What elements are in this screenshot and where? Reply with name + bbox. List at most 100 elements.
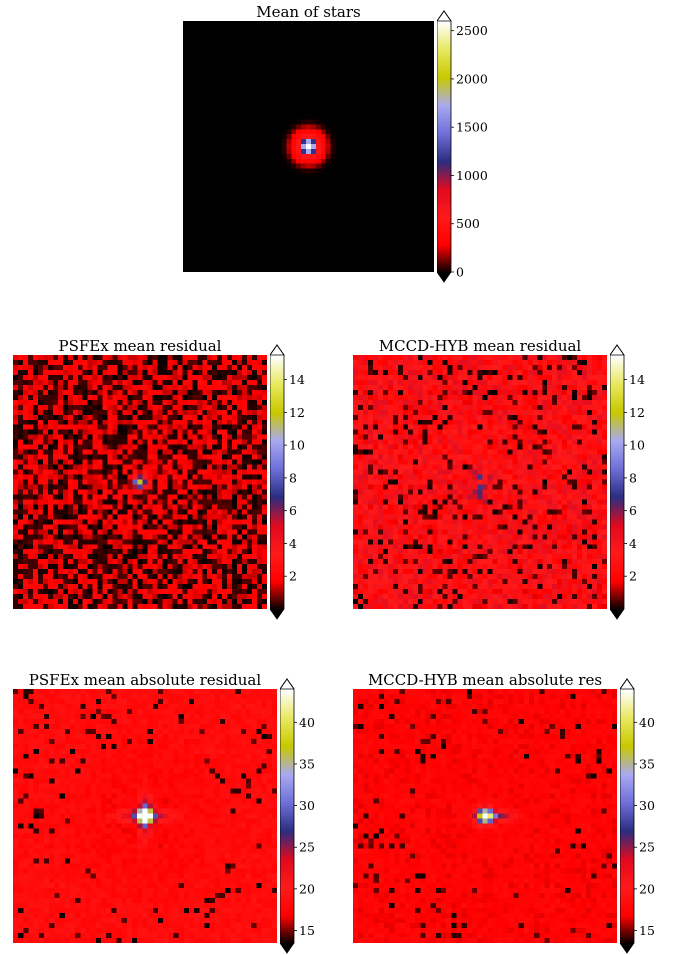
heatmap-cell bbox=[400, 105, 406, 111]
heatmap-cell bbox=[252, 228, 258, 234]
heatmap-cell bbox=[53, 355, 59, 361]
heatmap-cell bbox=[203, 46, 209, 52]
heatmap-cell bbox=[213, 188, 219, 194]
heatmap-cell bbox=[88, 385, 94, 391]
heatmap-cell bbox=[267, 257, 273, 263]
heatmap-cell bbox=[355, 124, 361, 130]
heatmap-cell bbox=[193, 80, 199, 86]
heatmap-cell bbox=[286, 55, 292, 61]
heatmap-cell bbox=[212, 420, 218, 426]
heatmap-cell bbox=[267, 208, 273, 214]
heatmap-cell bbox=[404, 70, 410, 76]
heatmap-cell bbox=[232, 129, 238, 135]
heatmap-cell bbox=[202, 554, 208, 560]
heatmap-cell bbox=[306, 119, 312, 125]
heatmap-cell bbox=[370, 119, 376, 125]
heatmap-cell bbox=[404, 110, 410, 116]
heatmap-cell bbox=[182, 564, 188, 570]
heatmap-cell bbox=[68, 539, 74, 545]
heatmap-cell bbox=[138, 504, 144, 510]
heatmap-cell bbox=[58, 504, 64, 510]
heatmap-cell bbox=[53, 480, 59, 486]
heatmap-cell bbox=[172, 539, 178, 545]
heatmap-cell bbox=[257, 470, 263, 476]
heatmap-cell bbox=[147, 489, 153, 495]
heatmap-cell bbox=[252, 455, 258, 461]
heatmap-cell bbox=[53, 445, 59, 451]
heatmap-cell bbox=[128, 544, 134, 550]
heatmap-cell bbox=[193, 198, 199, 204]
heatmap-cell bbox=[48, 360, 54, 366]
heatmap-cell bbox=[400, 100, 406, 106]
heatmap-cell bbox=[167, 475, 173, 481]
heatmap-cell bbox=[128, 405, 134, 411]
heatmap-cell bbox=[400, 242, 406, 248]
heatmap-cell bbox=[183, 262, 189, 268]
heatmap-cell bbox=[222, 46, 228, 52]
heatmap-cell bbox=[197, 494, 203, 500]
heatmap-cell bbox=[177, 470, 183, 476]
heatmap-cell bbox=[28, 504, 34, 510]
heatmap-cell bbox=[232, 524, 238, 530]
heatmap-cell bbox=[53, 509, 59, 515]
heatmap-cell bbox=[242, 257, 248, 263]
heatmap-cell bbox=[360, 95, 366, 101]
heatmap-cell bbox=[301, 85, 307, 91]
heatmap-cell bbox=[138, 499, 144, 505]
heatmap-cell bbox=[311, 247, 317, 253]
heatmap-cell bbox=[331, 193, 337, 199]
heatmap-cell bbox=[400, 228, 406, 234]
heatmap-cell bbox=[252, 110, 258, 116]
heatmap-cell bbox=[192, 480, 198, 486]
heatmap-cell bbox=[252, 213, 258, 219]
heatmap-cell bbox=[183, 36, 189, 42]
heatmap-cell bbox=[326, 70, 332, 76]
heatmap-cell bbox=[213, 21, 219, 27]
heatmap-cell bbox=[247, 124, 253, 130]
heatmap-cell bbox=[73, 380, 79, 386]
heatmap-cell bbox=[138, 564, 144, 570]
heatmap-cell bbox=[370, 252, 376, 258]
heatmap-cell bbox=[395, 41, 401, 47]
heatmap-cell bbox=[237, 380, 243, 386]
heatmap-cell bbox=[311, 238, 317, 244]
heatmap-cell bbox=[409, 208, 415, 214]
heatmap-cell bbox=[281, 95, 287, 101]
heatmap-cell bbox=[213, 149, 219, 155]
heatmap-cell bbox=[23, 445, 29, 451]
heatmap-cell bbox=[113, 410, 119, 416]
heatmap-cell bbox=[217, 425, 223, 431]
heatmap-cell bbox=[365, 65, 371, 71]
heatmap-cell bbox=[262, 144, 268, 150]
heatmap-cell bbox=[262, 504, 267, 510]
heatmap-cell bbox=[237, 534, 243, 540]
heatmap-cell bbox=[232, 51, 238, 57]
heatmap-cell bbox=[331, 154, 337, 160]
heatmap-cell bbox=[306, 36, 312, 42]
heatmap-cell bbox=[172, 470, 178, 476]
heatmap-cell bbox=[252, 119, 258, 125]
heatmap-cell bbox=[237, 262, 243, 268]
heatmap-cell bbox=[63, 524, 69, 530]
heatmap-cell bbox=[365, 100, 371, 106]
heatmap-cell bbox=[395, 247, 401, 253]
heatmap-cell bbox=[188, 95, 194, 101]
heatmap-cell bbox=[242, 75, 248, 81]
heatmap-cell bbox=[222, 223, 228, 229]
heatmap-cell bbox=[395, 223, 401, 229]
heatmap-cell bbox=[78, 370, 84, 376]
heatmap-cell bbox=[395, 80, 401, 86]
heatmap-cell bbox=[301, 55, 307, 61]
heatmap-cell bbox=[217, 440, 223, 446]
heatmap-cell bbox=[272, 139, 278, 145]
heatmap-cell bbox=[429, 242, 434, 248]
heatmap-cell bbox=[247, 544, 253, 550]
heatmap-cell bbox=[128, 514, 134, 520]
heatmap-cell bbox=[340, 198, 346, 204]
heatmap-cell bbox=[58, 475, 64, 481]
heatmap-cell bbox=[331, 203, 337, 209]
heatmap-cell bbox=[197, 475, 203, 481]
heatmap-cell bbox=[13, 519, 19, 525]
heatmap-cell bbox=[350, 100, 356, 106]
heatmap-cell bbox=[212, 509, 218, 515]
